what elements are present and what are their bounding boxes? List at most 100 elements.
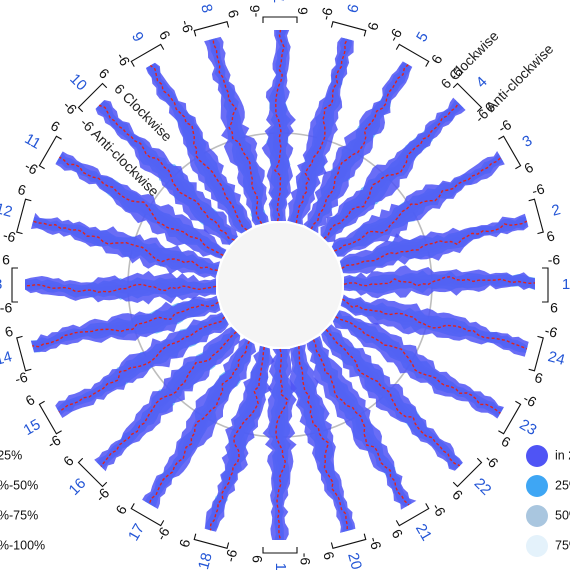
spoke-label-21: 21 (412, 521, 435, 544)
tick-max-spoke-7: 6 (295, 7, 311, 15)
legend-swatch-1 (526, 445, 548, 467)
tick-max-spoke-13: 6 (2, 252, 10, 268)
band-in-25--spoke-18 (204, 345, 275, 532)
spoke-label-12: 12 (0, 200, 14, 221)
band-in-25--spoke-4 (320, 97, 466, 243)
spoke-15 (38, 312, 229, 435)
spoke-label-2: 2 (550, 201, 562, 220)
band-in-25--spoke-12 (31, 212, 221, 279)
band-in-25--spoke-24 (340, 294, 529, 357)
spoke-label-11: 11 (22, 130, 44, 153)
median-line-spoke-12 (32, 220, 218, 272)
tick-max-spoke-3: 6 (521, 159, 536, 177)
tick-max-spoke-23: 6 (499, 433, 514, 451)
bracket-spoke-23 (498, 400, 522, 435)
spoke-19 (262, 348, 298, 554)
spoke-label-9: 9 (128, 29, 147, 45)
spoke-22 (321, 324, 483, 488)
tick-min-spoke-17: -6 (153, 524, 173, 543)
bracket-spoke-3 (498, 135, 522, 170)
bracket-spoke-17 (130, 503, 165, 527)
spoke-14 (16, 295, 221, 372)
tick-min-spoke-16: -6 (92, 485, 112, 505)
spoke-5 (303, 43, 430, 234)
spoke-label-17: 17 (125, 521, 148, 544)
tick-max-spoke-14: 6 (3, 323, 15, 341)
spoke-9 (130, 43, 253, 234)
median-line-spoke-9 (149, 64, 248, 231)
spoke-label-16: 16 (66, 475, 90, 499)
bracket-spoke-15 (38, 400, 62, 435)
legend-left-label-4: 75%-100% (0, 538, 45, 552)
tick-min-spoke-6: -6 (317, 5, 336, 21)
tick-min-spoke-19: -6 (297, 553, 313, 566)
tick-min-spoke-7: -6 (247, 5, 263, 18)
tick-max-spoke-8: 6 (225, 8, 243, 20)
legend-right-label-3: 50%-75% (555, 508, 570, 522)
band-in-25--spoke-2 (339, 213, 529, 274)
legend-left-label-2: 25%-50% (0, 478, 38, 492)
tick-max-spoke-2: 6 (545, 227, 557, 245)
bracket-spoke-21 (395, 503, 430, 527)
spoke-label-7: 7 (271, 0, 288, 3)
legend-swatch-4 (526, 535, 548, 557)
median-line-spoke-15 (58, 316, 226, 413)
band-in-25--spoke-14 (30, 295, 221, 353)
tick-min-spoke-15: -6 (45, 432, 64, 452)
median-line-spoke-16 (100, 331, 237, 467)
tick-min-spoke-8: -6 (178, 18, 197, 34)
bracket-spoke-1 (542, 267, 549, 303)
bracket-spoke-9 (130, 43, 165, 67)
median-line-spoke-10 (98, 104, 235, 241)
tick-min-spoke-24: -6 (543, 322, 559, 341)
band-in-25--spoke-16 (94, 326, 241, 472)
median-line-spoke-18 (209, 346, 265, 531)
spoke-10 (77, 82, 239, 246)
spoke-7 (261, 16, 298, 222)
spoke-6 (287, 21, 367, 225)
legend-swatch-3 (526, 505, 548, 527)
spoke-label-4: 4 (473, 73, 491, 91)
bracket-spoke-6 (330, 21, 367, 37)
tick-max-spoke-15: 6 (23, 391, 38, 409)
median-line-spoke-21 (312, 339, 410, 506)
tick-max-spoke-24: 6 (533, 369, 545, 387)
bracket-spoke-13 (11, 267, 18, 303)
spoke-4 (320, 82, 483, 243)
bracket-spoke-19 (262, 547, 298, 554)
tick-max-spoke-9: 6 (156, 28, 174, 43)
band-in-25--spoke-9 (145, 62, 253, 234)
spoke-8 (193, 21, 269, 226)
center-hub (218, 223, 342, 347)
median-line-spoke-22 (325, 329, 461, 467)
legend-right-label-4: 75%-100% (555, 538, 570, 552)
tick-min-spoke-18: -6 (222, 547, 241, 563)
bracket-spoke-8 (193, 21, 230, 37)
spoke-21 (306, 335, 430, 527)
band-in-25--spoke-21 (306, 335, 417, 510)
band-in-25--spoke-23 (332, 310, 504, 419)
legend-right-label-2: 25%-50% (555, 478, 570, 492)
median-line-spoke-5 (310, 64, 409, 230)
legend-right-label-1: in 25% (555, 448, 570, 462)
bracket-spoke-7 (262, 16, 298, 23)
tick-min-spoke-22: -6 (482, 451, 502, 471)
bracket-spoke-12 (16, 198, 32, 235)
tick-max-spoke-16: 6 (60, 452, 77, 469)
spoke-label-10: 10 (66, 70, 90, 94)
median-line-spoke-13 (24, 283, 217, 293)
spoke-11 (38, 135, 227, 259)
tick-max-spoke-10: 6 (96, 65, 113, 82)
spoke-label-8: 8 (197, 2, 216, 14)
tick-min-spoke-11: -6 (22, 158, 41, 178)
tick-max-spoke-18: 6 (176, 537, 194, 549)
spoke-label-15: 15 (21, 416, 44, 439)
median-line-spoke-1 (343, 276, 536, 287)
median-line-spoke-3 (334, 157, 502, 252)
median-line-spoke-19 (275, 348, 289, 541)
band-in-25--spoke-1 (344, 265, 535, 299)
tick-min-spoke-1: -6 (548, 252, 561, 268)
bracket-spoke-20 (330, 533, 367, 549)
legend-swatch-2 (526, 475, 548, 497)
